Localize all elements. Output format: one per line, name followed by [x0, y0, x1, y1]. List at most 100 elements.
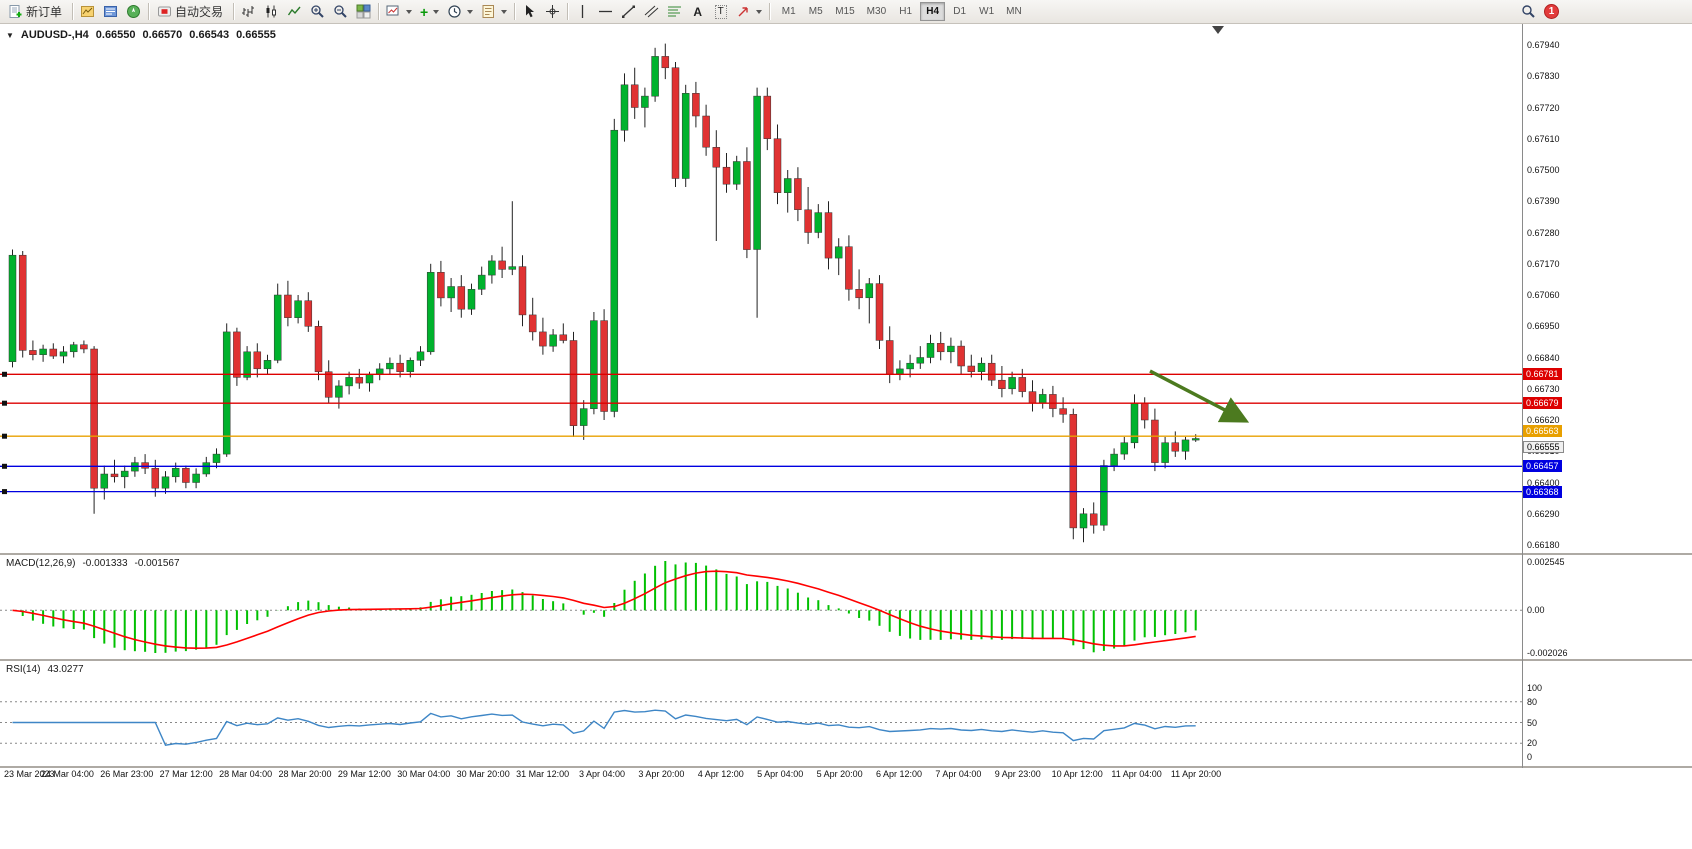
price-axis-label: 0.66730 — [1527, 383, 1560, 394]
trend-arrow-object[interactable] — [1149, 369, 1250, 423]
line-chart-button[interactable] — [283, 1, 306, 22]
panel-splitter-bottom[interactable] — [0, 766, 1692, 768]
rsi-panel-canvas[interactable] — [0, 661, 1522, 766]
text-button[interactable]: A — [686, 1, 709, 22]
macd-axis-label: -0.002026 — [1527, 648, 1568, 658]
templates-button[interactable] — [477, 1, 511, 22]
new-order-button[interactable]: 新订单 — [3, 1, 69, 22]
timeframe-group: M1 M5 M15 M30 H1 H4 D1 W1 MN — [775, 2, 1027, 21]
tab-timeframe-h1[interactable]: H1 — [899, 6, 913, 17]
clock-icon — [447, 4, 462, 19]
line-anchor-handle[interactable] — [2, 489, 7, 495]
time-axis-label: 9 Apr 23:00 — [994, 769, 1041, 779]
periods-button[interactable] — [443, 1, 477, 22]
candle-bearish — [773, 138, 782, 193]
fibonacci-button[interactable] — [663, 1, 686, 22]
price-axis-label: 0.67060 — [1527, 290, 1560, 300]
ohlc-close: 0.66555 — [236, 29, 276, 41]
market-watch-button[interactable] — [99, 1, 122, 22]
price-axis-label: 0.67940 — [1527, 40, 1560, 50]
candle-bearish — [1089, 513, 1098, 526]
horizontal-line-button[interactable] — [594, 1, 617, 22]
line-anchor-handle[interactable] — [2, 463, 7, 469]
chart-shift-marker[interactable] — [1212, 26, 1224, 34]
candle-bearish — [1028, 391, 1037, 404]
equidistant-channel-button[interactable] — [640, 1, 663, 22]
tab-timeframe-m30[interactable]: M30 — [866, 6, 887, 17]
main-chart-canvas[interactable] — [0, 24, 1522, 553]
indicators-button[interactable]: + — [416, 1, 443, 22]
tile-windows-button[interactable] — [352, 1, 375, 22]
line-anchor-handle[interactable] — [2, 371, 7, 377]
candlestick-chart-button[interactable] — [260, 1, 283, 22]
time-axis-label: 4 Apr 12:00 — [697, 769, 744, 779]
tab-timeframe-m1[interactable]: M1 — [781, 6, 796, 17]
chart-header: ▼ AUDUSD-,H4 0.66550 0.66570 0.66543 0.6… — [6, 29, 276, 41]
panel-splitter-rsi[interactable] — [0, 659, 1692, 661]
chart-window[interactable]: ▼ AUDUSD-,H4 0.66550 0.66570 0.66543 0.6… — [0, 24, 1692, 849]
line-price-label: 0.66563 — [1523, 425, 1562, 438]
autotrading-icon — [157, 4, 172, 19]
new-chart-button[interactable] — [382, 1, 416, 22]
candle-bullish — [947, 345, 955, 353]
toolbar-separator — [378, 3, 380, 20]
candle-bullish — [243, 351, 251, 378]
arrows-button[interactable] — [732, 1, 766, 22]
candle-bullish — [681, 93, 690, 179]
candle-bullish — [1110, 453, 1118, 466]
line-anchor-handle[interactable] — [2, 400, 7, 406]
notifications-button[interactable]: 1 — [1540, 1, 1563, 22]
crosshair-button[interactable] — [541, 1, 564, 22]
bar-chart-button[interactable] — [237, 1, 260, 22]
candle-bearish — [987, 362, 996, 381]
rsi-axis-label: 100 — [1527, 683, 1543, 693]
candle-bearish — [692, 93, 700, 117]
current-price-label: 0.66555 — [1523, 441, 1564, 454]
crosshair-icon — [545, 4, 560, 19]
tab-timeframe-mn[interactable]: MN — [1006, 6, 1022, 17]
candle-bearish — [794, 178, 802, 210]
macd-label: MACD(12,26,9) -0.001333 -0.001567 — [6, 558, 180, 569]
search-button[interactable] — [1517, 1, 1540, 22]
price-axis-label: 0.66620 — [1527, 415, 1560, 425]
chevron-down-icon — [433, 9, 440, 14]
text-label-button[interactable]: T — [709, 1, 732, 22]
templates-icon — [481, 4, 496, 19]
tab-timeframe-h4[interactable]: H4 — [920, 2, 946, 21]
candle-bearish — [141, 462, 149, 469]
candle-bearish — [151, 468, 160, 489]
tab-timeframe-w1[interactable]: W1 — [979, 6, 995, 17]
panel-splitter-macd[interactable] — [0, 553, 1692, 555]
candle-bearish — [233, 331, 241, 378]
autotrading-button[interactable]: 自动交易 — [152, 1, 230, 22]
time-axis-label: 3 Apr 04:00 — [578, 769, 626, 779]
candle-bullish — [488, 260, 496, 276]
zoom-in-button[interactable] — [306, 1, 329, 22]
charts-button[interactable] — [76, 1, 99, 22]
ohlc-low: 0.66543 — [189, 29, 230, 41]
symbol-dropdown-icon[interactable]: ▼ — [6, 30, 14, 40]
candle-bearish — [18, 254, 27, 351]
time-axis-label: 11 Apr 20:00 — [1170, 769, 1222, 779]
line-anchor-handle[interactable] — [2, 433, 7, 439]
tab-timeframe-m15[interactable]: M15 — [835, 6, 855, 17]
trendline-button[interactable] — [617, 1, 640, 22]
candle-bearish — [998, 379, 1006, 389]
navigator-button[interactable] — [122, 1, 145, 22]
cursor-button[interactable] — [518, 1, 541, 22]
candle-bullish — [263, 360, 272, 370]
candle-bullish — [1038, 394, 1047, 404]
toolbar-separator — [567, 3, 569, 20]
price-axis-separator — [1522, 24, 1523, 768]
candle-bullish — [1120, 442, 1129, 455]
tab-timeframe-d1[interactable]: D1 — [953, 6, 967, 17]
vertical-line-button[interactable] — [571, 1, 594, 22]
macd-panel-canvas[interactable] — [0, 555, 1522, 659]
horizontal-line-icon — [598, 4, 613, 19]
zoom-out-button[interactable] — [329, 1, 352, 22]
candle-bullish — [1100, 465, 1108, 526]
tab-timeframe-m5[interactable]: M5 — [808, 6, 823, 17]
price-axis-label: 0.67280 — [1527, 227, 1560, 238]
chevron-down-icon — [756, 9, 763, 14]
candle-bearish — [743, 161, 751, 250]
